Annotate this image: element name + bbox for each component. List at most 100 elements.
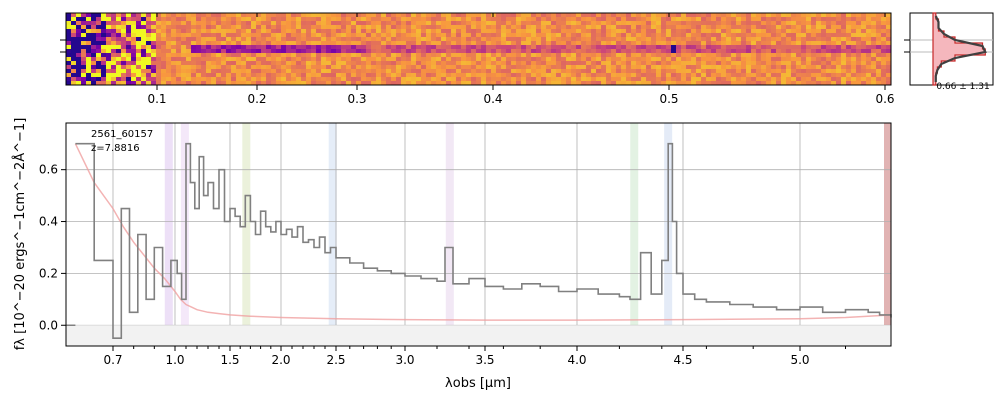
heatmap-cell	[836, 61, 842, 66]
heatmap-cell	[651, 25, 657, 30]
heatmap-cell	[281, 73, 287, 78]
heatmap-cell	[546, 41, 552, 46]
heatmap-cell	[351, 81, 357, 86]
heatmap-cell	[486, 77, 492, 82]
heatmap-cell	[146, 73, 152, 78]
heatmap-cell	[406, 65, 412, 70]
profile-curve	[932, 12, 987, 86]
heatmap-cell	[596, 25, 602, 30]
heatmap-cell	[316, 73, 322, 78]
heatmap-cell	[796, 73, 802, 78]
heatmap-cell	[576, 17, 582, 22]
heatmap-cell	[261, 13, 267, 18]
heatmap-cell	[631, 21, 637, 26]
heatmap-cell	[166, 25, 172, 30]
heatmap-cell	[401, 77, 407, 82]
heatmap-cell	[366, 45, 372, 50]
heatmap-cell	[231, 73, 237, 78]
heatmap-cell	[191, 25, 197, 30]
heatmap-cell	[376, 61, 382, 66]
heatmap-cell	[461, 29, 467, 34]
heatmap-cell	[451, 17, 457, 22]
heatmap-cell	[816, 57, 822, 62]
heatmap-cell	[566, 17, 572, 22]
heatmap-cell	[406, 45, 412, 50]
heatmap-cell	[116, 73, 122, 78]
heatmap-cell	[176, 37, 182, 42]
heatmap-cell	[301, 77, 307, 82]
heatmap-cell	[601, 57, 607, 62]
heatmap-cell	[506, 57, 512, 62]
heatmap-cell	[181, 53, 187, 58]
heatmap-cell	[416, 69, 422, 74]
heatmap-cell	[796, 61, 802, 66]
heatmap-cell	[721, 77, 727, 82]
heatmap-cell	[371, 77, 377, 82]
heatmap-cell	[611, 17, 617, 22]
heatmap-cell	[611, 29, 617, 34]
heatmap-cell	[426, 37, 432, 42]
heatmap-cell	[351, 61, 357, 66]
heatmap-cell	[291, 61, 297, 66]
heatmap-cell	[811, 57, 817, 62]
heatmap-cell	[726, 61, 732, 66]
heatmap-cell	[246, 41, 252, 46]
heatmap-cell	[396, 29, 402, 34]
heatmap-cell	[706, 41, 712, 46]
heatmap-cell	[336, 57, 342, 62]
heatmap-cell	[321, 65, 327, 70]
heatmap-cell	[566, 33, 572, 38]
heatmap-cell	[206, 69, 212, 74]
heatmap-cell	[91, 61, 97, 66]
heatmap-cell	[766, 33, 772, 38]
heatmap-cell	[561, 13, 567, 18]
heatmap-cell	[551, 29, 557, 34]
heatmap-cell	[771, 13, 777, 18]
heatmap-cell	[511, 81, 517, 86]
heatmap-cell	[561, 33, 567, 38]
heatmap-cell	[441, 29, 447, 34]
heatmap-cell	[861, 41, 867, 46]
heatmap-cell	[66, 57, 72, 62]
heatmap-cell	[811, 81, 817, 86]
heatmap-cell	[441, 61, 447, 66]
heatmap-cell	[96, 45, 102, 50]
heatmap-cell	[361, 21, 367, 26]
heatmap-cell	[356, 73, 362, 78]
heatmap-cell	[796, 33, 802, 38]
heatmap-cell	[76, 33, 82, 38]
heatmap-cell	[681, 57, 687, 62]
heatmap-cell	[791, 53, 797, 58]
heatmap-cell	[261, 65, 267, 70]
heatmap-cell	[546, 77, 552, 82]
heatmap-cell	[816, 49, 822, 54]
heatmap-cell	[81, 45, 87, 50]
heatmap-cell	[771, 53, 777, 58]
heatmap-cell	[591, 29, 597, 34]
heatmap-cell	[521, 49, 527, 54]
heatmap-cell	[361, 41, 367, 46]
heatmap-cell	[191, 69, 197, 74]
heatmap-cell	[426, 61, 432, 66]
heatmap-cell	[551, 73, 557, 78]
heatmap-cell	[371, 73, 377, 78]
heatmap-cell	[381, 69, 387, 74]
heatmap-cell	[416, 53, 422, 58]
heatmap-cell	[851, 65, 857, 70]
heatmap-cell	[791, 13, 797, 18]
heatmap-cell	[761, 49, 767, 54]
heatmap-cell	[601, 45, 607, 50]
heatmap-cell	[801, 13, 807, 18]
heatmap-cell	[481, 49, 487, 54]
heatmap-cell	[576, 69, 582, 74]
heatmap-cell	[196, 25, 202, 30]
heatmap-cell	[216, 25, 222, 30]
heatmap-cell	[426, 33, 432, 38]
heatmap-cell	[141, 77, 147, 82]
heatmap-cell	[431, 61, 437, 66]
heatmap-cell	[141, 37, 147, 42]
heatmap-cell	[556, 17, 562, 22]
heatmap-cell	[611, 33, 617, 38]
heatmap-cell	[781, 73, 787, 78]
heatmap-cell	[521, 21, 527, 26]
